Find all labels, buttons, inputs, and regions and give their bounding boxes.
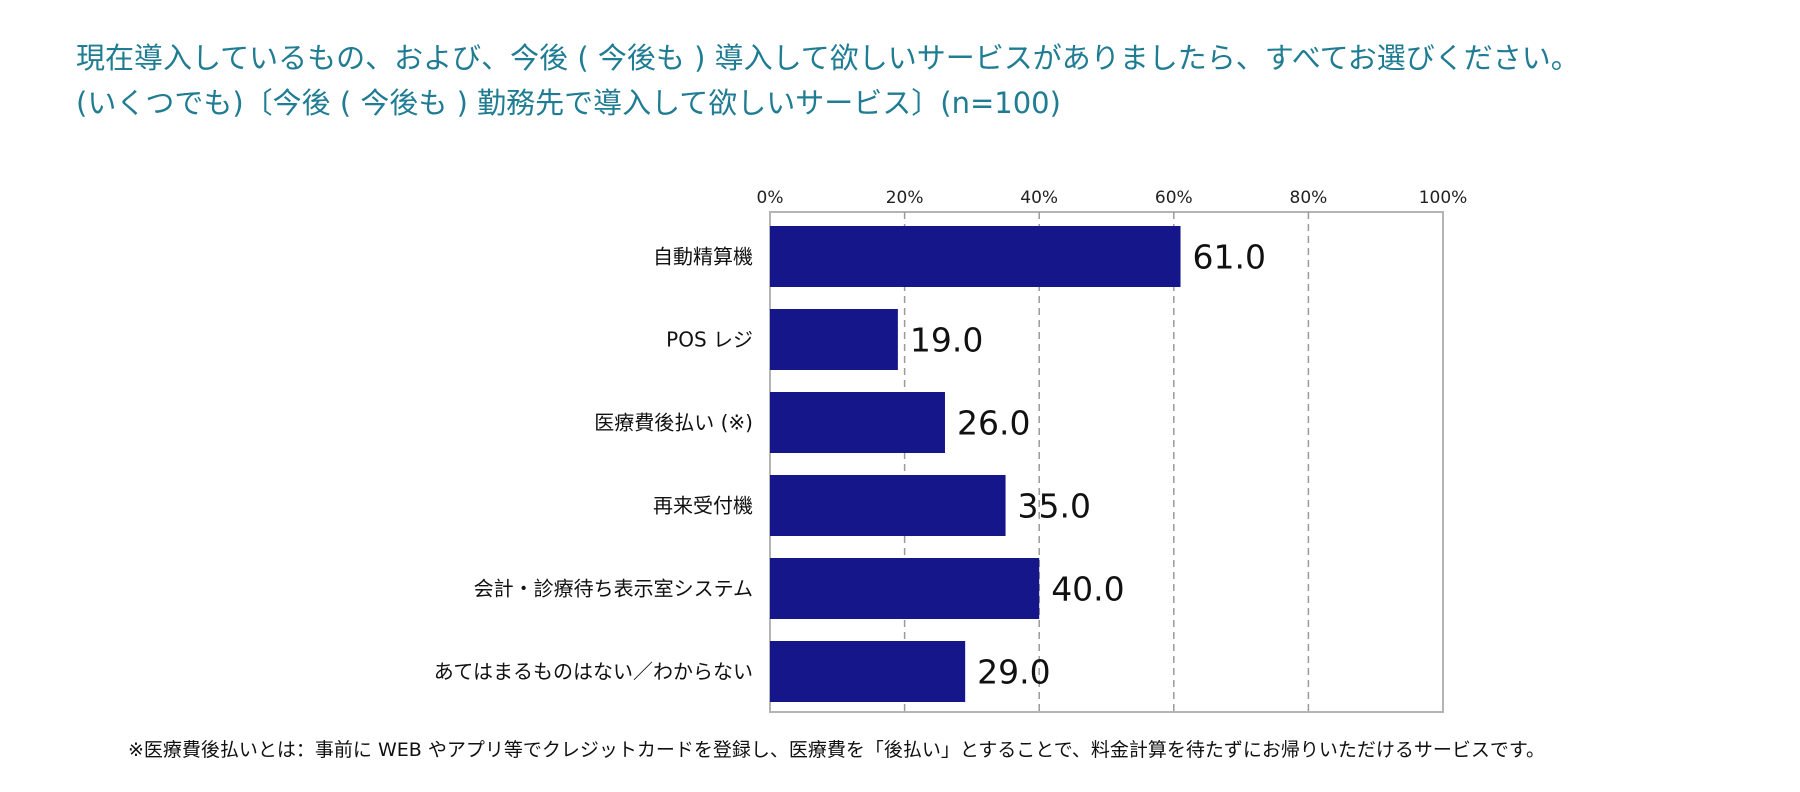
- bar: [770, 558, 1040, 619]
- chart-title-line-2: (いくつでも)〔今後 ( 今後も ) 勤務先で導入して欲しいサービス〕(n=10…: [76, 86, 1061, 120]
- category-label: 医療費後払い (※): [594, 411, 753, 435]
- value-label: 29.0: [977, 653, 1050, 692]
- x-tick-label: 60%: [1155, 188, 1193, 208]
- x-tick-label: 20%: [886, 188, 924, 208]
- plot-frame: [769, 211, 1444, 713]
- x-tick-label: 80%: [1290, 188, 1328, 208]
- value-label: 40.0: [1051, 570, 1124, 609]
- category-label: 会計・診療待ち表示室システム: [474, 577, 753, 601]
- value-label: 61.0: [1193, 238, 1266, 277]
- footnote: ※医療費後払いとは：事前に WEB やアプリ等でクレジットカードを登録し、医療費…: [128, 739, 1546, 761]
- bar: [770, 309, 898, 370]
- category-label: 自動精算機: [653, 245, 753, 269]
- x-tick-label: 0%: [757, 188, 784, 208]
- bar: [770, 392, 945, 453]
- value-label: 26.0: [957, 404, 1030, 443]
- bar: [770, 641, 966, 702]
- bar: [770, 475, 1006, 536]
- value-label: 19.0: [910, 321, 983, 360]
- chart-title: 現在導入しているもの、および、今後 ( 今後も ) 導入して欲しいサービスがあり…: [76, 36, 1580, 126]
- category-label: POS レジ: [666, 328, 753, 352]
- chart-title-line-1: 現在導入しているもの、および、今後 ( 今後も ) 導入して欲しいサービスがあり…: [76, 41, 1580, 75]
- category-label: あてはまるものはない／わからない: [434, 660, 753, 684]
- bar: [770, 226, 1181, 287]
- x-tick-label: 100%: [1419, 188, 1468, 208]
- category-label: 再来受付機: [653, 494, 753, 518]
- value-label: 35.0: [1018, 487, 1091, 526]
- x-tick-label: 40%: [1020, 188, 1058, 208]
